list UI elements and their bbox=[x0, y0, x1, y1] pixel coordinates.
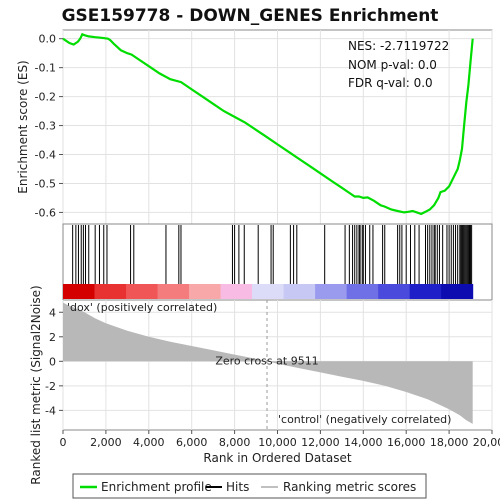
heatmap-segment bbox=[409, 284, 442, 299]
bottom-x-tick-label: 2,000 bbox=[90, 436, 122, 449]
nes-stat: NES: -2.7119722 bbox=[348, 39, 449, 53]
heatmap-segment bbox=[441, 284, 474, 299]
bottom-x-tick-label: 6,000 bbox=[176, 436, 208, 449]
top-y-tick-label: -0.1 bbox=[35, 62, 56, 75]
heatmap-segment bbox=[94, 284, 127, 299]
top-y-tick-label: -0.3 bbox=[35, 120, 56, 133]
heatmap-segment bbox=[63, 284, 96, 299]
legend-box bbox=[72, 473, 427, 499]
ranked-metric-panel: Zero cross at 9511 'dox' (positively cor… bbox=[29, 285, 500, 484]
bottom-y-ticks: 4 2 0 -2 -4 bbox=[45, 306, 63, 417]
top-y-tick-label: -0.2 bbox=[35, 91, 56, 104]
enrichment-score-panel: 0.0 -0.1 -0.2 -0.3 -0.4 -0.5 -0.6 NES: -2.7119… bbox=[16, 29, 493, 225]
top-y-tick-label: 0.0 bbox=[39, 33, 57, 46]
bottom-x-tick-label: 4,000 bbox=[133, 436, 165, 449]
legend-enrichment-label: Enrichment profile bbox=[101, 480, 212, 494]
bottom-x-tick-label: 0 bbox=[60, 436, 67, 449]
ranking-metric-area bbox=[63, 302, 473, 424]
bottom-y-tick-label: 2 bbox=[49, 331, 56, 344]
fdr-qval-stat: FDR q-val: 0.0 bbox=[348, 76, 433, 90]
bottom-y-tick-label: -4 bbox=[45, 404, 56, 417]
bottom-x-tick-label: 18,000 bbox=[430, 436, 469, 449]
hit-lines bbox=[72, 225, 473, 284]
hits-panel bbox=[62, 223, 493, 301]
nom-pval-stat: NOM p-val: 0.0 bbox=[348, 58, 437, 72]
heatmap-segment bbox=[346, 284, 379, 299]
bottom-y-axis-label: Ranked list metric (Signal2Noise) bbox=[29, 285, 43, 484]
bottom-y-tick-label: 4 bbox=[49, 306, 56, 319]
heatmap-segment bbox=[157, 284, 190, 299]
bottom-x-ticks: 0 2,000 4,000 6,000 8,000 10,000 12,000 14,000 1… bbox=[60, 430, 500, 449]
x-axis-label: Rank in Ordered Dataset bbox=[203, 451, 351, 465]
heatmap-segment bbox=[189, 284, 222, 299]
rank-heatmap-bar bbox=[63, 284, 474, 299]
top-y-axis-label: Enrichment score (ES) bbox=[16, 60, 30, 193]
bottom-x-tick-label: 14,000 bbox=[344, 436, 383, 449]
top-y-tick-label: -0.4 bbox=[35, 149, 56, 162]
legend-hits-label: Hits bbox=[226, 480, 249, 494]
chart-title: GSE159778 - DOWN_GENES Enrichment bbox=[62, 6, 439, 26]
legend: Enrichment profile Hits Ranking metric s… bbox=[72, 473, 427, 499]
bottom-x-tick-label: 16,000 bbox=[387, 436, 426, 449]
bottom-x-tick-label: 12,000 bbox=[301, 436, 340, 449]
top-y-ticks: 0.0 -0.1 -0.2 -0.3 -0.4 -0.5 -0.6 bbox=[35, 33, 63, 219]
top-y-tick-label: -0.5 bbox=[35, 177, 56, 190]
heatmap-segment bbox=[378, 284, 411, 299]
heatmap-segment bbox=[283, 284, 316, 299]
positive-correlation-label: 'dox' (positively correlated) bbox=[67, 301, 217, 314]
bottom-y-tick-label: 0 bbox=[49, 355, 56, 368]
negative-correlation-label: 'control' (negatively correlated) bbox=[278, 413, 451, 426]
enrichment-profile-line bbox=[62, 32, 474, 216]
heatmap-segment bbox=[252, 284, 285, 299]
bottom-x-tick-label: 8,000 bbox=[219, 436, 251, 449]
heatmap-segment bbox=[126, 284, 159, 299]
top-grid bbox=[62, 30, 493, 224]
bottom-x-tick-label: 10,000 bbox=[258, 436, 297, 449]
heatmap-segment bbox=[315, 284, 348, 299]
bottom-y-tick-label: -2 bbox=[45, 380, 56, 393]
bottom-x-tick-label: 20,000 bbox=[473, 436, 500, 449]
legend-metric-label: Ranking metric scores bbox=[283, 480, 416, 494]
heatmap-segment bbox=[220, 284, 253, 299]
top-y-tick-label: -0.6 bbox=[35, 206, 56, 219]
zero-cross-label: Zero cross at 9511 bbox=[215, 354, 318, 367]
